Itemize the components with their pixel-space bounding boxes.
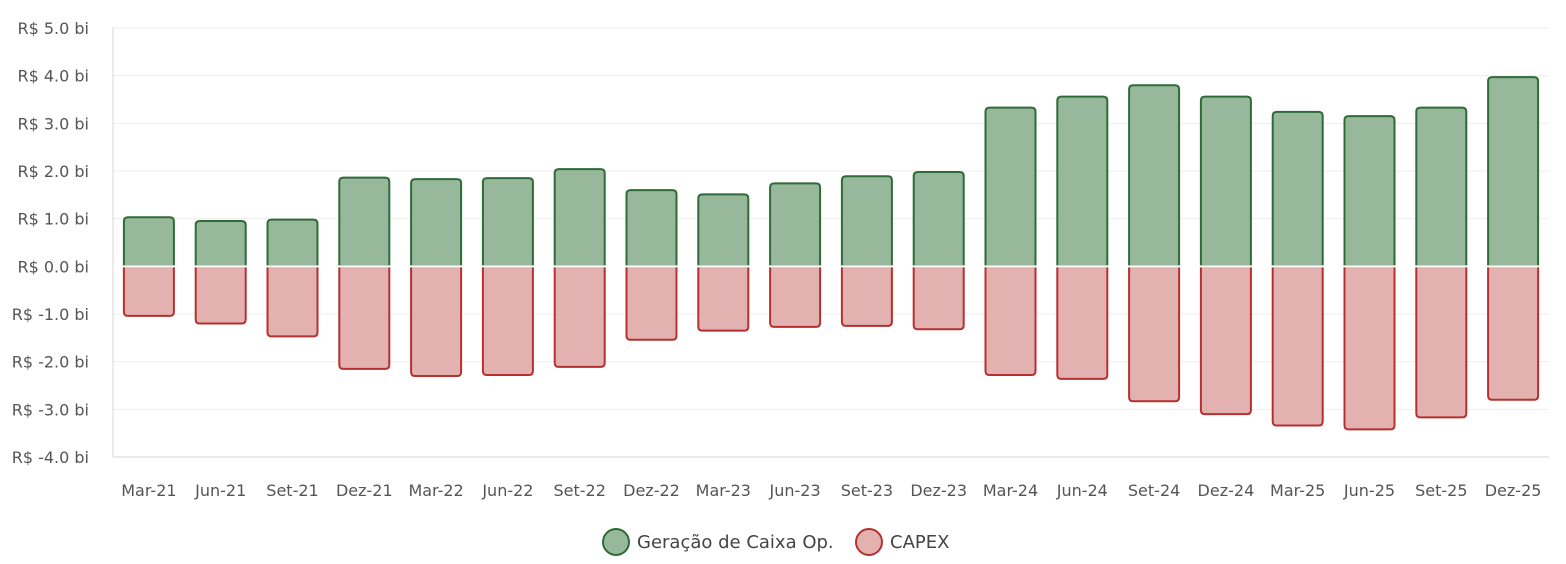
- bar-operating-cash-dez-22[interactable]: [625, 189, 678, 268]
- bar-operating-cash-set-22[interactable]: [553, 168, 606, 268]
- x-tick-label: Jun-24: [1056, 481, 1108, 500]
- x-tick-label: Dez-23: [910, 481, 967, 500]
- bar-capex-mar-25[interactable]: [1271, 265, 1324, 427]
- bar-capex-dez-25[interactable]: [1487, 265, 1540, 401]
- x-tick-label: Mar-21: [121, 481, 176, 500]
- y-tick-label: R$ 5.0 bi: [17, 19, 89, 38]
- bar-operating-cash-dez-25[interactable]: [1487, 76, 1540, 268]
- y-tick-label: R$ 3.0 bi: [17, 114, 89, 133]
- bar-capex-dez-23[interactable]: [912, 265, 965, 331]
- bar-capex-mar-22[interactable]: [410, 265, 463, 377]
- bar-capex-set-25[interactable]: [1415, 265, 1468, 419]
- bar-operating-cash-mar-25[interactable]: [1271, 110, 1324, 268]
- bar-capex-mar-23[interactable]: [697, 265, 750, 332]
- bar-operating-cash-dez-24[interactable]: [1199, 95, 1252, 268]
- bar-operating-cash-jun-25[interactable]: [1343, 115, 1396, 268]
- bar-capex-mar-24[interactable]: [984, 265, 1037, 377]
- x-tick-label: Dez-24: [1198, 481, 1255, 500]
- y-tick-label: R$ 4.0 bi: [17, 67, 89, 86]
- x-tick-label: Mar-24: [983, 481, 1038, 500]
- x-tick-label: Jun-23: [769, 481, 821, 500]
- y-axis-tick-labels: R$ 5.0 bi R$ 4.0 bi R$ 3.0 bi R$ 2.0 bi R$ 1…: [12, 19, 89, 467]
- legend-label-capex: CAPEX: [890, 532, 949, 553]
- bar-operating-cash-dez-21[interactable]: [338, 176, 391, 268]
- x-tick-label: Mar-23: [696, 481, 751, 500]
- bar-operating-cash-mar-24[interactable]: [984, 106, 1037, 268]
- y-tick-label: R$ -1.0 bi: [12, 305, 89, 324]
- bar-operating-cash-mar-21[interactable]: [122, 216, 175, 268]
- bar-capex-set-23[interactable]: [840, 265, 893, 327]
- y-tick-label: R$ -4.0 bi: [12, 448, 89, 467]
- x-tick-label: Jun-21: [194, 481, 246, 500]
- bar-capex-dez-22[interactable]: [625, 265, 678, 341]
- bar-capex-jun-24[interactable]: [1056, 265, 1109, 380]
- bar-capex-dez-21[interactable]: [338, 265, 391, 370]
- x-tick-label: Jun-22: [481, 481, 533, 500]
- x-tick-label: Set-23: [841, 481, 893, 500]
- bar-capex-dez-24[interactable]: [1199, 265, 1252, 416]
- x-tick-label: Set-22: [553, 481, 605, 500]
- bar-operating-cash-jun-21[interactable]: [194, 220, 247, 268]
- legend: Geração de Caixa Op. CAPEX: [602, 528, 949, 556]
- y-tick-label: R$ 2.0 bi: [17, 162, 89, 181]
- bar-capex-set-21[interactable]: [266, 265, 319, 338]
- y-tick-label: R$ -2.0 bi: [12, 353, 89, 372]
- bar-capex-set-24[interactable]: [1128, 265, 1181, 403]
- bar-operating-cash-set-24[interactable]: [1128, 84, 1181, 268]
- bar-capex-jun-22[interactable]: [481, 265, 534, 377]
- bar-operating-cash-set-23[interactable]: [840, 175, 893, 268]
- bar-operating-cash-jun-24[interactable]: [1056, 95, 1109, 268]
- grid-lines: [113, 27, 1549, 458]
- bar-operating-cash-jun-22[interactable]: [481, 177, 534, 268]
- bar-capex-jun-23[interactable]: [769, 265, 822, 328]
- bar-capex-jun-21[interactable]: [194, 265, 247, 325]
- bar-operating-cash-mar-23[interactable]: [697, 193, 750, 268]
- legend-swatch-capex: [855, 528, 883, 556]
- x-tick-label: Mar-22: [408, 481, 463, 500]
- bar-operating-cash-jun-23[interactable]: [769, 182, 822, 268]
- x-tick-label: Dez-21: [336, 481, 393, 500]
- bar-operating-cash-set-25[interactable]: [1415, 106, 1468, 268]
- x-tick-label: Jun-25: [1343, 481, 1395, 500]
- x-tick-label: Dez-22: [623, 481, 680, 500]
- x-tick-label: Mar-25: [1270, 481, 1325, 500]
- bar-capex-set-22[interactable]: [553, 265, 606, 368]
- y-tick-label: R$ -3.0 bi: [12, 400, 89, 419]
- y-tick-label: R$ 0.0 bi: [17, 257, 89, 276]
- bar-capex-mar-21[interactable]: [122, 265, 175, 317]
- bar-operating-cash-mar-22[interactable]: [410, 178, 463, 268]
- bar-operating-cash-dez-23[interactable]: [912, 170, 965, 268]
- bar-operating-cash-set-21[interactable]: [266, 218, 319, 268]
- x-tick-label: Set-21: [266, 481, 318, 500]
- legend-label-operating-cash: Geração de Caixa Op.: [637, 532, 834, 553]
- legend-item-operating-cash[interactable]: Geração de Caixa Op.: [602, 528, 834, 556]
- legend-swatch-operating-cash: [602, 528, 630, 556]
- x-tick-label: Dez-25: [1485, 481, 1542, 500]
- axes: [112, 28, 1549, 458]
- x-tick-label: Set-24: [1128, 481, 1180, 500]
- bar-capex-jun-25[interactable]: [1343, 265, 1396, 431]
- legend-item-capex[interactable]: CAPEX: [855, 528, 949, 556]
- x-axis-tick-labels: Mar-21 Jun-21 Set-21 Dez-21 Mar-22 Jun-22 Set-…: [121, 481, 1541, 500]
- y-tick-label: R$ 1.0 bi: [17, 210, 89, 229]
- x-tick-label: Set-25: [1415, 481, 1467, 500]
- bars: [122, 76, 1540, 431]
